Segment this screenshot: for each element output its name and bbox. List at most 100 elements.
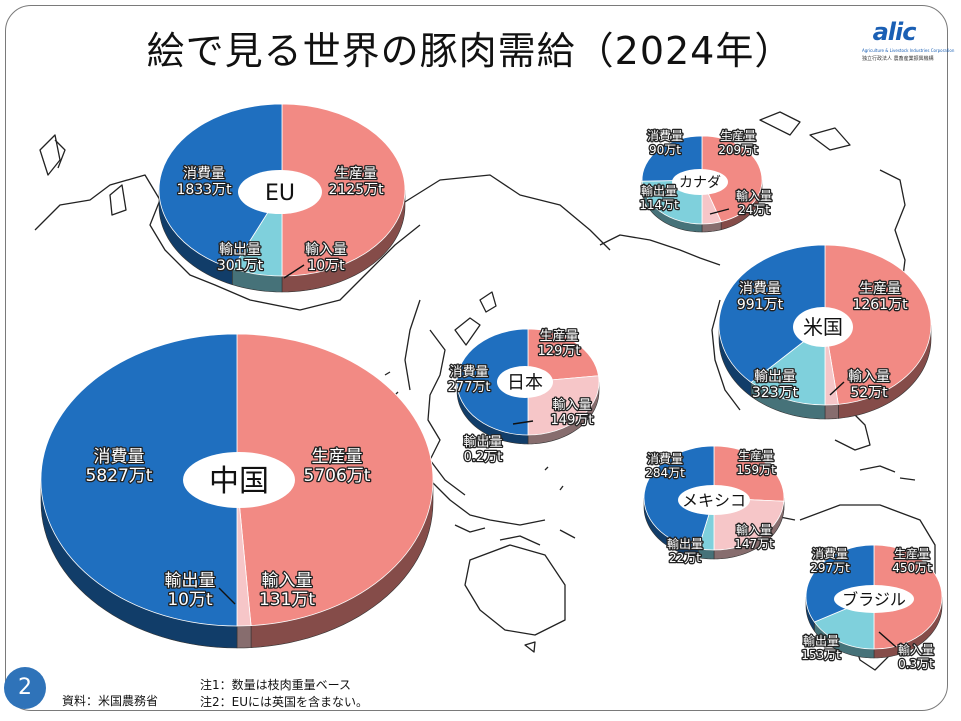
note-2: 注2：EUには英国を含まない。: [200, 695, 369, 709]
pie-japan-name-backdrop: [497, 366, 553, 398]
pie-canada-value-export: 114万t: [639, 198, 679, 212]
pie-eu-value-consumption: 1833万t: [176, 182, 232, 198]
pie-brazil-value-export: 153万t: [801, 648, 841, 662]
pie-japan-slice-consumption: [456, 328, 529, 436]
map-arctic-fragment: [54, 139, 66, 169]
pie-mexico-value-export: 22万t: [669, 551, 701, 565]
source-note: 資料：米国農務省: [62, 694, 159, 708]
pie-canada-label-production: 生産量: [720, 128, 756, 143]
pie-usa-label-import: 輸入量: [848, 369, 890, 385]
pie-japan-value-production: 129万t: [538, 344, 581, 359]
pie-china-value-consumption: 5827万t: [86, 466, 153, 486]
pie-mexico-value-import: 147万t: [734, 537, 774, 551]
map-tasmania: [524, 641, 536, 653]
pie-mexico-country-name: メキシコ: [682, 491, 746, 510]
page-number-badge: 2: [4, 667, 46, 709]
pie-mexico-label-export: 輸出量: [667, 536, 703, 551]
pie-usa-label-consumption: 消費量: [739, 281, 781, 297]
pie-japan-country-name: 日本: [507, 372, 543, 393]
pie-japan-label-consumption: 消費量: [449, 365, 488, 380]
slide-frame: [5, 5, 948, 711]
map-british-isles: [109, 184, 127, 216]
pie-brazil-country-name: ブラジル: [842, 590, 906, 609]
pie-china-value-export: 10万t: [167, 590, 213, 610]
pie-china-slice-production: [236, 333, 434, 627]
pie-brazil-name-backdrop: [834, 585, 914, 613]
pie-usa-name-backdrop: [793, 307, 853, 347]
pie-usa-leader-line: [829, 381, 845, 396]
pie-brazil-label-export: 輸出量: [803, 633, 839, 648]
logo-english-name: Agriculture & Livestock Industries Corpo…: [862, 48, 955, 53]
map-australia: [464, 544, 566, 636]
map-india-arabia: [404, 299, 421, 391]
map-alaska-canada: [599, 234, 721, 266]
pie-brazil-label-import: 輸入量: [898, 642, 934, 657]
map-southeast-asia: [429, 479, 546, 526]
map-east-china-coast: [427, 329, 466, 496]
pie-japan-label-production: 生産量: [539, 328, 578, 344]
pie-usa-value-production: 1261万t: [852, 297, 908, 313]
pie-brazil-label-consumption: 消費量: [812, 546, 848, 561]
map-indonesia: [454, 524, 576, 546]
pie-canada-label-consumption: 消費量: [647, 128, 683, 143]
pie-eu-value-import: 10万t: [307, 258, 345, 274]
pie-eu-label-production: 生産量: [335, 166, 377, 182]
pie-usa-slice-consumption: [718, 244, 826, 383]
pie-canada-label-export: 輸出量: [641, 183, 677, 198]
map-caribbean: [859, 465, 916, 481]
pie-japan-slice-production: [527, 328, 599, 383]
pie-brazil-value-consumption: 297万t: [810, 561, 850, 575]
map-florida-gulf: [834, 409, 871, 451]
pie-brazil-value-import: 0.3万t: [898, 657, 934, 671]
note-1: 注1：数量は枝肉重量ベース: [200, 678, 352, 692]
pie-usa-value-export: 323万t: [752, 385, 799, 401]
pie-japan-label-import: 輸入量: [552, 398, 591, 413]
pie-japan-value-import: 149万t: [551, 413, 594, 428]
pie-japan-leader-line: [512, 420, 534, 425]
pie-canada-label-import: 輸入量: [736, 188, 772, 203]
pie-mexico-value-production: 159万t: [736, 463, 776, 477]
pie-brazil-value-production: 450万t: [892, 561, 932, 575]
pie-canada-value-production: 209万t: [718, 143, 758, 157]
pie-usa-side-import: [824, 404, 839, 420]
pie-canada-value-import: 24万t: [738, 203, 770, 217]
pie-brazil-leader-line: [878, 631, 897, 648]
pie-usa-label-export: 輸出量: [754, 369, 796, 385]
pie-eu-slice-consumption: [158, 103, 283, 270]
pie-china-value-production: 5706万t: [304, 466, 371, 486]
pie-china-label-production: 生産量: [312, 447, 363, 467]
page-title: 絵で見る世界の豚肉需給（2024年）: [146, 29, 794, 73]
pie-japan-value-consumption: 277万t: [448, 380, 491, 395]
logo-wordmark: alic: [872, 18, 917, 46]
map-scandinavia: [39, 134, 61, 176]
pie-china-country-name: 中国: [209, 464, 269, 499]
pie-china-slice-consumption: [40, 333, 238, 627]
pie-usa-country-name: 米国: [803, 315, 843, 339]
pie-china-leader-line: [218, 587, 236, 605]
pie-mexico-label-consumption: 消費量: [647, 451, 683, 466]
map-japan: [454, 291, 497, 346]
pie-china-value-import: 131万t: [259, 590, 315, 610]
pie-china-label-import: 輸入量: [262, 571, 313, 591]
pie-canada-slice-consumption: [641, 135, 703, 182]
pie-mexico-label-import: 輸入量: [736, 522, 772, 537]
pie-japan-value-export: 0.2万t: [464, 450, 503, 465]
map-europe-coast: [34, 174, 421, 311]
pie-canada-value-consumption: 90万t: [649, 143, 681, 157]
pie-china-name-backdrop: [183, 452, 295, 508]
pie-canada-leader-line: [709, 208, 730, 215]
pie-eu-label-import: 輸入量: [305, 242, 347, 258]
pie-eu-value-export: 301万t: [217, 258, 264, 274]
logo-japanese-name: 独立行政法人 農畜産業振興機構: [862, 56, 934, 62]
pie-canada-country-name: カナダ: [679, 175, 721, 191]
pie-eu-label-consumption: 消費量: [183, 166, 225, 182]
pie-mexico-value-consumption: 284万t: [645, 466, 685, 480]
pie-mexico-name-backdrop: [678, 485, 750, 515]
pie-eu-label-export: 輸出量: [219, 242, 261, 258]
